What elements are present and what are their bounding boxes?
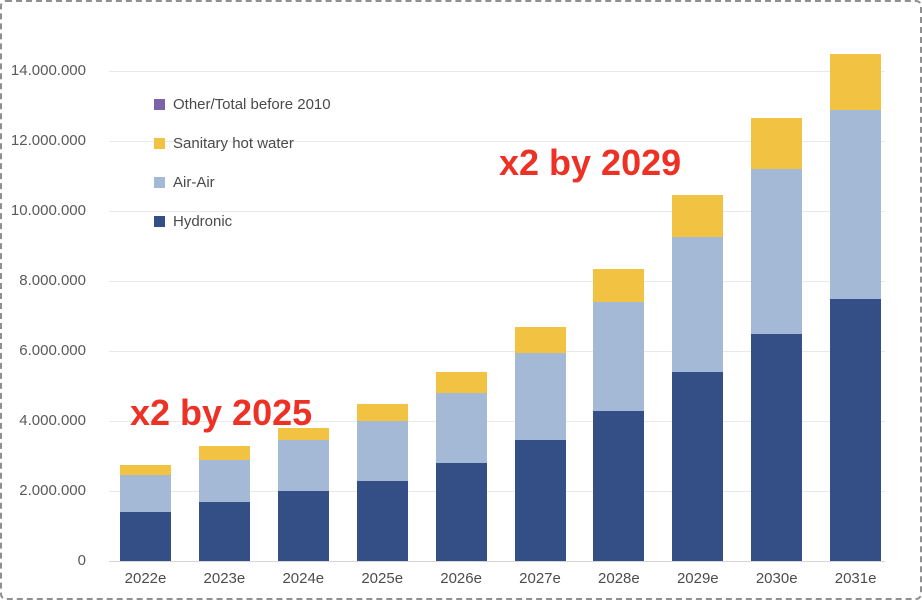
x-axis-tick-label-2023e: 2023e [203, 570, 246, 587]
bar-segment-2023e-hydronic [198, 501, 250, 561]
bar-segment-2022e-hydronic [120, 512, 171, 561]
legend-item-other-total-before-2010: Other/Total before 2010 [154, 95, 331, 113]
bar-segment-2026e-hydronic [435, 463, 487, 561]
y-axis-tick-label: 14.000.000 [10, 62, 86, 79]
gridline-y-4000000 [109, 421, 885, 422]
gridline-y-12000000 [109, 141, 885, 142]
bar-segment-2023e-sanitary-hot-water [198, 445, 250, 460]
bar-segment-2029e-air-air [672, 237, 724, 372]
bar-segment-2022e-sanitary-hot-water [120, 464, 171, 476]
gridline-y-8000000 [109, 281, 885, 282]
x-axis-tick-label-2022e: 2022e [124, 570, 167, 587]
annotation-x2-by-2029: x2 by 2029 [499, 142, 682, 183]
bar-segment-2029e-hydronic [672, 372, 724, 561]
legend-label: Hydronic [173, 213, 233, 231]
legend-swatch-icon [154, 98, 165, 110]
bar-segment-2022e-air-air [120, 475, 171, 512]
bar-segment-2030e-hydronic [751, 333, 803, 561]
legend-label: Sanitary hot water [173, 134, 294, 152]
gridline-y-6000000 [109, 351, 885, 352]
x-axis-tick-label-2025e: 2025e [361, 570, 404, 587]
x-axis-tick-label-2024e: 2024e [282, 570, 325, 587]
bar-segment-2028e-air-air [593, 302, 645, 411]
gridline-y-2000000 [109, 491, 885, 492]
legend-item-sanitary-hot-water: Sanitary hot water [154, 134, 294, 152]
bar-segment-2025e-hydronic [356, 480, 408, 561]
bar-segment-2027e-air-air [514, 352, 566, 441]
bar-segment-2031e-sanitary-hot-water [830, 53, 882, 110]
y-axis-tick-label: 6.000.000 [19, 342, 86, 359]
bar-segment-2027e-sanitary-hot-water [514, 326, 566, 353]
y-axis-tick-label: 8.000.000 [19, 272, 86, 289]
x-axis-tick-label-2026e: 2026e [440, 570, 482, 587]
legend-item-air-air: Air-Air [154, 174, 215, 192]
bar-segment-2027e-hydronic [514, 440, 566, 561]
x-axis-tick-label-2028e: 2028e [598, 570, 640, 587]
bar-segment-2024e-air-air [277, 440, 329, 491]
y-axis-tick-label: 0 [77, 552, 86, 569]
bar-segment-2025e-sanitary-hot-water [356, 403, 408, 421]
x-axis-tick-label-2027e: 2027e [519, 570, 561, 587]
bar-segment-2030e-sanitary-hot-water [751, 118, 803, 169]
legend-label: Air-Air [173, 174, 215, 192]
bar-segment-2028e-sanitary-hot-water [593, 268, 645, 302]
bar-segment-2025e-air-air [356, 421, 408, 481]
legend-swatch-icon [154, 177, 165, 189]
bar-segment-2026e-sanitary-hot-water [435, 372, 487, 393]
bar-segment-2031e-air-air [830, 109, 882, 299]
bar-segment-2024e-sanitary-hot-water [277, 428, 329, 441]
x-axis-tick-label-2031e: 2031e [834, 570, 877, 587]
legend-swatch-icon [154, 216, 165, 228]
bar-segment-2028e-hydronic [593, 410, 645, 561]
x-axis-tick-label-2030e: 2030e [755, 570, 798, 587]
legend-item-hydronic: Hydronic [154, 213, 233, 231]
bar-segment-2024e-hydronic [277, 491, 329, 561]
legend-swatch-icon [154, 137, 165, 149]
bar-segment-2030e-air-air [751, 169, 803, 334]
gridline-y-14000000 [109, 71, 885, 72]
bar-segment-2026e-air-air [435, 393, 487, 463]
y-axis-tick-label: 2.000.000 [19, 482, 86, 499]
bar-segment-2031e-hydronic [830, 298, 882, 561]
y-axis-tick-label: 10.000.000 [10, 202, 86, 219]
x-axis-tick-label-2029e: 2029e [676, 570, 719, 587]
y-axis-tick-label: 4.000.000 [19, 412, 86, 429]
bar-segment-2029e-sanitary-hot-water [672, 195, 724, 238]
bar-segment-2023e-air-air [198, 459, 250, 502]
gridline-y-10000000 [109, 211, 885, 212]
annotation-x2-by-2025: x2 by 2025 [130, 392, 313, 433]
gridline-y-0 [109, 561, 885, 562]
legend-label: Other/Total before 2010 [173, 95, 331, 113]
y-axis-tick-label: 12.000.000 [10, 132, 86, 149]
